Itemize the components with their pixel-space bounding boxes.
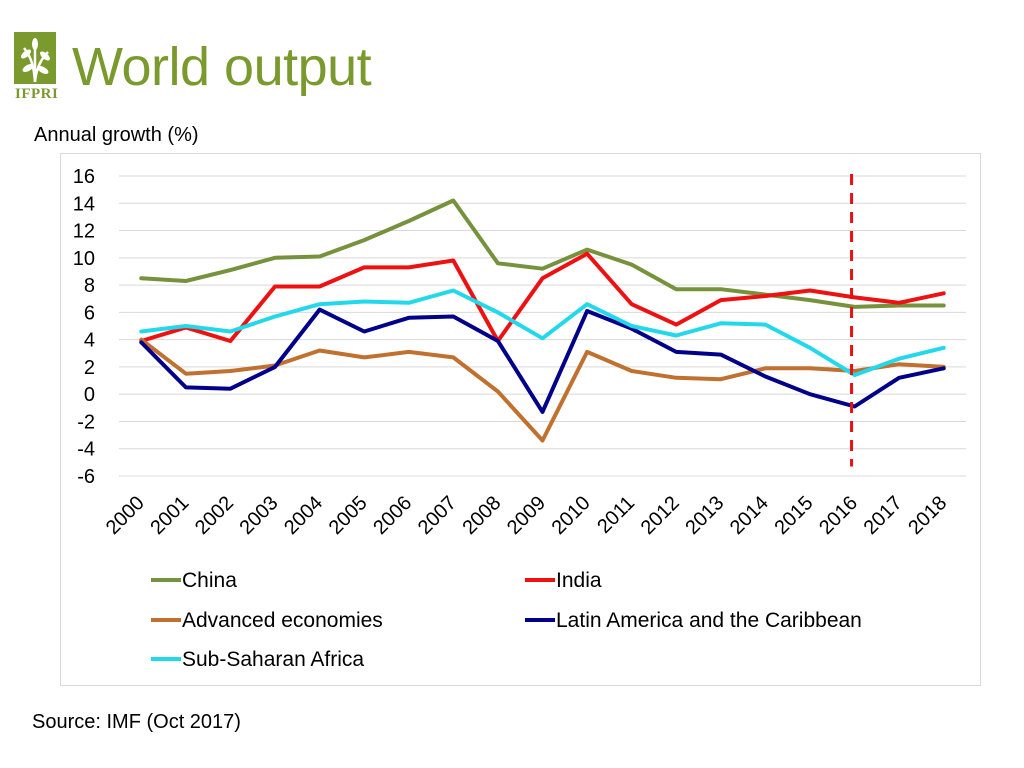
x-tick-label: 2001 xyxy=(146,492,193,539)
x-tick-label: 2005 xyxy=(325,492,372,539)
x-tick-label: 2011 xyxy=(593,492,639,538)
x-tick-label: 2018 xyxy=(904,492,951,539)
y-tick-label: -4 xyxy=(77,439,95,461)
line-chart: 1614121086420-2-4-6200020012002200320042… xyxy=(73,166,966,671)
chart-subtitle: Annual growth (%) xyxy=(34,124,199,146)
x-tick-label: 2004 xyxy=(280,492,327,539)
series-line-india xyxy=(139,251,946,343)
series-line-china xyxy=(139,198,946,309)
legend-label: India xyxy=(556,569,602,592)
y-tick-label: 12 xyxy=(73,221,95,243)
page-title: World output xyxy=(72,37,372,97)
logo-text: IFPRI xyxy=(15,86,59,102)
y-tick-label: 6 xyxy=(84,302,95,324)
x-tick-label: 2010 xyxy=(548,492,595,539)
y-tick-label: 10 xyxy=(73,248,95,270)
legend-label: Latin America and the Caribbean xyxy=(556,609,862,632)
y-tick-label: 2 xyxy=(84,357,95,379)
y-tick-label: 4 xyxy=(84,330,95,352)
ifpri-logo-icon xyxy=(14,32,56,84)
series-line-sub-saharan-africa xyxy=(139,288,946,378)
y-tick-label: 8 xyxy=(84,275,95,297)
x-tick-label: 2017 xyxy=(860,492,907,539)
x-tick-label: 2003 xyxy=(236,492,283,539)
legend-label: China xyxy=(182,569,237,592)
x-tick-label: 2002 xyxy=(191,492,238,539)
chart-container: 16 14 12 10 8 6 4 2 0 -2 -4 -6 2000 2001 2002 2003 2004 2… xyxy=(60,153,981,686)
x-tick-label: 2007 xyxy=(414,492,461,539)
y-tick-label: 16 xyxy=(73,166,95,188)
source-note: Source: IMF (Oct 2017) xyxy=(32,711,241,733)
x-tick-label: 2012 xyxy=(637,492,684,539)
x-tick-label: 2016 xyxy=(815,492,862,539)
y-tick-label: 14 xyxy=(73,193,95,215)
x-tick-label: 2009 xyxy=(503,492,550,539)
x-tick-label: 2000 xyxy=(102,492,149,539)
series-line-latin-america-and-the-caribbean xyxy=(139,307,946,414)
x-tick-label: 2013 xyxy=(681,492,728,539)
y-tick-label: -6 xyxy=(77,466,95,488)
x-tick-label: 2006 xyxy=(369,492,416,539)
legend-label: Sub-Saharan Africa xyxy=(182,648,364,671)
x-tick-label: 2008 xyxy=(458,492,505,539)
y-tick-label: -2 xyxy=(77,411,95,433)
y-tick-label: 0 xyxy=(84,384,95,406)
x-tick-label: 2014 xyxy=(726,492,773,539)
x-tick-label: 2015 xyxy=(770,492,817,539)
legend-label: Advanced economies xyxy=(182,609,383,632)
